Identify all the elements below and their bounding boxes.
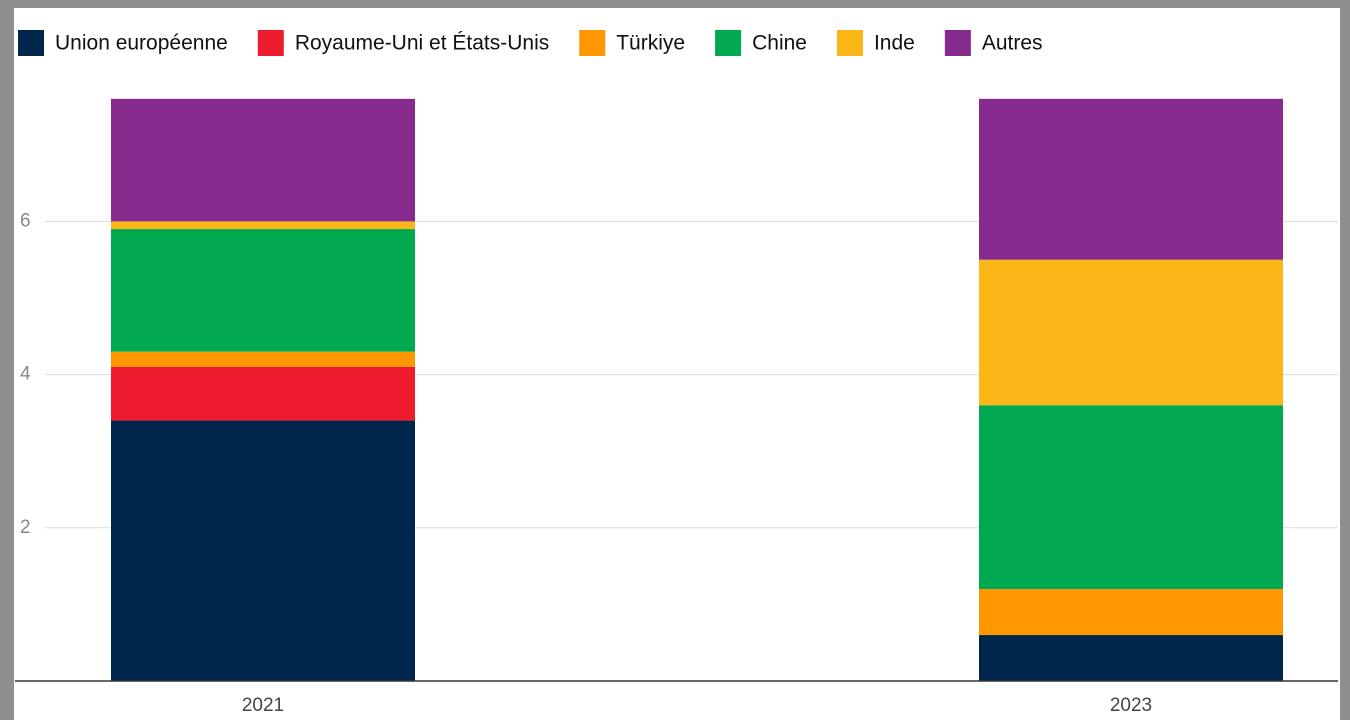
- bar-segment: [979, 98, 1283, 260]
- y-tick-label: 2: [20, 517, 31, 538]
- bar-segment: [979, 259, 1283, 406]
- x-tick-label: 2021: [242, 695, 284, 716]
- bar-segment: [111, 98, 415, 222]
- legend-label: Türkiye: [616, 32, 685, 55]
- legend-swatch: [944, 30, 971, 56]
- legend-swatch: [18, 30, 44, 56]
- bar-segment: [979, 589, 1283, 636]
- legend-swatch: [579, 30, 606, 56]
- x-tick-label: 2023: [1110, 695, 1152, 716]
- legend-label: Autres: [982, 32, 1043, 55]
- y-tick-label: 6: [20, 210, 31, 231]
- bar-segment: [111, 229, 415, 352]
- legend-label: Inde: [874, 32, 915, 55]
- legend-swatch: [257, 30, 284, 56]
- bar-segment: [111, 351, 415, 367]
- bar-segment: [979, 635, 1283, 681]
- bar-segment: [111, 420, 415, 681]
- y-tick-label: 4: [20, 364, 31, 385]
- bar-segment: [111, 221, 415, 230]
- legend-swatch: [836, 30, 863, 56]
- legend-label: Royaume-Uni et États-Unis: [295, 32, 549, 55]
- bar-segment: [111, 366, 415, 421]
- bar-segment: [979, 405, 1283, 590]
- legend-label: Chine: [752, 32, 807, 55]
- legend-swatch: [715, 30, 742, 56]
- legend-label: Union européenne: [55, 32, 228, 55]
